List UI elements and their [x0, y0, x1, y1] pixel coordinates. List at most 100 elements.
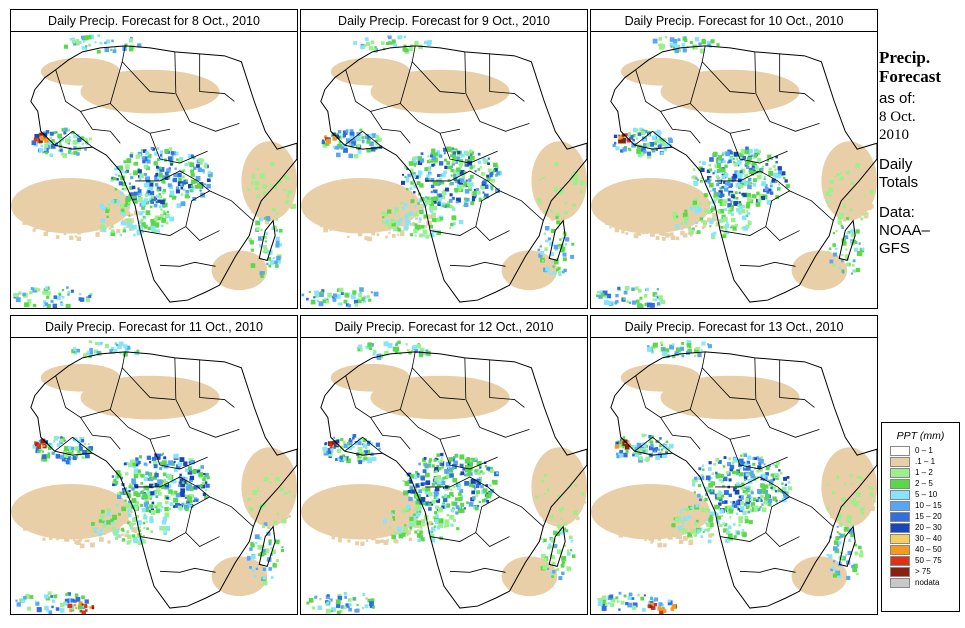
precip-cell	[841, 269, 845, 273]
precip-cell	[403, 490, 408, 496]
precip-cell	[658, 524, 662, 528]
precip-cell	[554, 479, 557, 482]
precip-cell	[864, 181, 867, 184]
precip-cell	[268, 486, 271, 490]
precip-cell	[737, 508, 740, 511]
precip-cell	[659, 531, 664, 536]
precip-cell	[367, 136, 371, 140]
precip-cell	[111, 475, 115, 478]
precip-cell	[496, 472, 499, 475]
precip-cell	[452, 222, 456, 226]
precip-cell	[853, 563, 858, 569]
legend-swatch	[890, 479, 910, 489]
dry-region	[211, 250, 268, 291]
precip-cell	[372, 605, 375, 609]
precip-cell	[599, 290, 603, 294]
precip-cell	[139, 211, 144, 216]
precip-cell	[648, 434, 652, 439]
precip-cell	[473, 488, 477, 492]
precip-cell	[364, 37, 369, 42]
precip-cell	[336, 610, 341, 614]
precip-cell	[365, 539, 369, 542]
precip-cell	[724, 500, 728, 504]
precip-cell	[854, 542, 857, 545]
precip-cell	[420, 527, 423, 530]
precip-cell	[190, 172, 195, 177]
precip-cell	[487, 162, 490, 166]
precip-cell	[41, 523, 46, 528]
precip-cell	[748, 160, 751, 164]
precip-cell	[419, 158, 425, 163]
precip-cell	[727, 533, 733, 538]
precip-cell	[458, 496, 463, 502]
precip-cell	[837, 215, 843, 220]
madagascar-outline	[838, 219, 856, 261]
precip-cell	[107, 540, 111, 544]
precip-cell	[93, 349, 98, 354]
precip-cell	[94, 213, 97, 217]
precip-cell	[770, 479, 774, 483]
precip-cell	[375, 541, 379, 544]
precip-cell	[270, 576, 274, 579]
precip-cell	[675, 205, 680, 210]
panel-title: Daily Precip. Forecast for 8 Oct., 2010	[10, 9, 298, 33]
precip-cell	[108, 227, 112, 230]
precip-cell	[383, 540, 389, 545]
precip-cell	[154, 222, 160, 227]
precip-cell	[654, 130, 659, 135]
precip-cell	[62, 533, 68, 539]
precip-cell	[132, 194, 137, 199]
precip-cell	[405, 507, 410, 511]
precip-cell	[75, 456, 79, 459]
precip-cell	[343, 606, 347, 610]
precip-cell	[424, 501, 430, 506]
precip-cell	[722, 465, 726, 468]
precip-cell	[453, 177, 458, 182]
precip-cell	[209, 175, 212, 178]
precip-cell	[155, 165, 159, 169]
precip-cell	[733, 201, 739, 206]
country-border	[449, 567, 506, 573]
precip-cell	[565, 237, 570, 242]
precip-cell	[694, 197, 698, 202]
precip-cell	[429, 533, 435, 539]
precip-cell	[698, 202, 701, 205]
precip-cell	[193, 166, 197, 170]
precip-cell	[469, 166, 473, 170]
precip-cell	[480, 484, 484, 489]
precip-cell	[618, 135, 622, 140]
precip-cell	[443, 486, 446, 490]
precip-cell	[255, 567, 259, 571]
precip-cell	[155, 495, 159, 499]
precip-cell	[110, 225, 114, 229]
precip-cell	[709, 514, 713, 518]
precip-cell	[658, 43, 661, 46]
precip-cell	[150, 195, 154, 199]
precip-cell	[627, 596, 632, 601]
precip-cell	[833, 540, 839, 545]
precip-cell	[393, 43, 398, 48]
precip-cell	[192, 196, 197, 201]
precip-cell	[457, 506, 463, 511]
precip-cell	[748, 169, 754, 175]
precip-cell	[681, 341, 685, 345]
precip-cell	[440, 456, 443, 459]
precip-cell	[128, 218, 134, 224]
precip-cell	[363, 503, 368, 507]
precip-cell	[116, 229, 121, 234]
precip-cell	[181, 481, 185, 484]
precip-cell	[384, 218, 388, 221]
legend-label: > 75	[915, 567, 931, 576]
precip-cell	[285, 177, 290, 181]
precip-cell	[489, 484, 492, 487]
precip-cell	[179, 457, 185, 463]
precip-cell	[659, 437, 662, 440]
precip-cell	[722, 160, 726, 164]
precip-cell	[852, 269, 855, 272]
precip-cell	[717, 155, 723, 160]
precip-cell	[128, 222, 133, 228]
precip-cell	[189, 189, 193, 193]
precip-cell	[424, 225, 427, 228]
dry-region	[620, 57, 701, 86]
precip-cell	[363, 505, 368, 510]
